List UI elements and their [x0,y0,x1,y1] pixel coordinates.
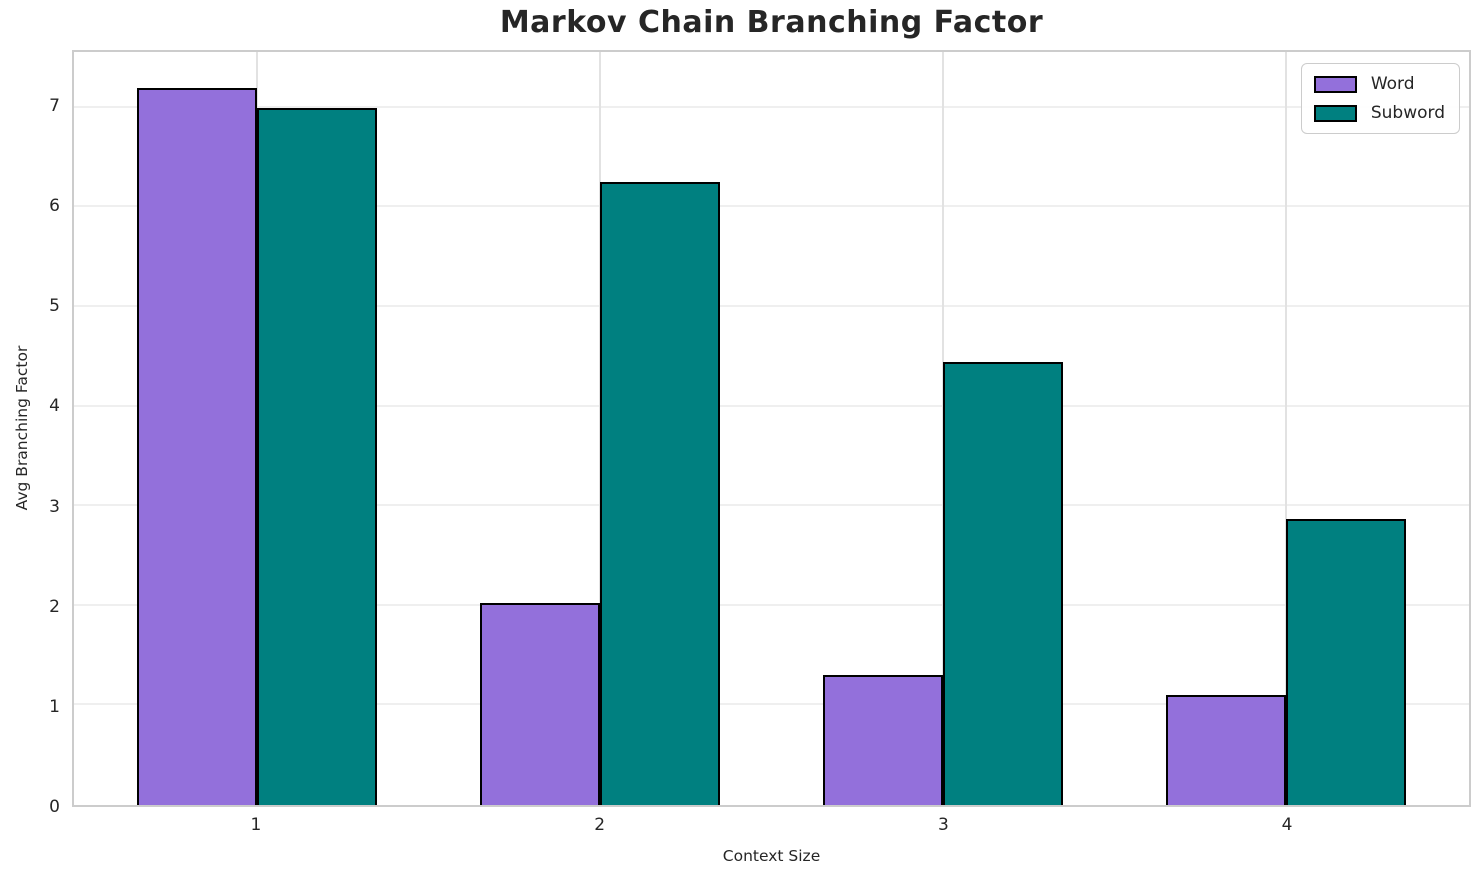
chart-title: Markov Chain Branching Factor [499,5,1044,40]
bar-subword-2 [600,182,721,805]
legend-item-word: Word [1313,74,1445,94]
gridline-horizontal [74,205,1469,208]
plot-area: Word Subword [72,50,1471,807]
gridline-horizontal [74,703,1469,706]
gridline-horizontal [74,304,1469,307]
y-tick-label: 1 [49,696,60,717]
legend-label: Word [1370,74,1415,94]
gridline-horizontal [74,504,1469,507]
legend: Word Subword [1300,63,1460,134]
x-tick-label: 3 [937,815,949,835]
x-axis-label: Context Size [722,847,821,865]
gridline-horizontal [74,404,1469,407]
bar-word-2 [480,602,601,805]
y-tick-label: 6 [49,196,60,217]
x-tick-label: 4 [1281,815,1293,835]
y-tick-label: 5 [49,296,60,317]
bar-subword-4 [1285,519,1406,805]
y-tick-label: 0 [49,797,60,817]
legend-item-subword: Subword [1313,103,1445,123]
bar-word-4 [1165,695,1286,805]
bar-subword-1 [257,107,378,805]
x-tick-label: 2 [594,815,606,835]
legend-label: Subword [1370,103,1445,123]
bar-subword-3 [942,361,1063,805]
gridline-vertical [1284,52,1287,805]
legend-swatch-subword [1313,104,1357,122]
y-tick-label: 7 [49,96,60,117]
x-tick-label: 1 [250,815,262,835]
y-tick-label: 4 [49,396,60,417]
legend-swatch-word [1313,75,1357,93]
gridline-horizontal [74,603,1469,606]
y-axis-label: Avg Branching Factor [13,345,31,511]
y-tick-label: 2 [49,596,60,617]
bar-word-3 [822,674,943,805]
y-tick-label: 3 [49,496,60,517]
bar-word-1 [137,87,258,805]
gridline-horizontal [74,105,1469,108]
